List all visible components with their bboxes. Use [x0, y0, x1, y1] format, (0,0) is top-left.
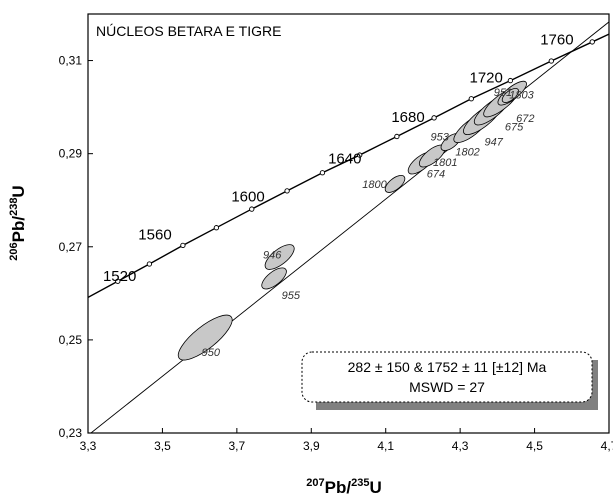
- x-axis-title: 207Pb/235U: [306, 477, 381, 497]
- error-ellipse: [177, 314, 233, 361]
- x-axis-title-base: Pb/: [325, 478, 352, 497]
- y-axis-title: 206Pb/238U: [8, 185, 28, 260]
- concordia-age-marker: [548, 58, 554, 64]
- concordia-age-label: 1560: [138, 226, 171, 243]
- ellipse-label: 955: [282, 290, 301, 302]
- y-tick-label: 0,23: [59, 426, 83, 440]
- concordia-age-marker: [146, 261, 153, 267]
- concordia-age-marker: [180, 242, 186, 249]
- x-tick-label: 4,3: [452, 439, 469, 453]
- ellipse-label: 947: [484, 136, 503, 148]
- plot-frame: [87, 13, 610, 434]
- concordia-age-label: 1600: [231, 189, 264, 206]
- y-axis-title-sup2: 238: [8, 198, 20, 216]
- x-axis-title-end: U: [369, 478, 381, 497]
- ellipse-label: 951: [494, 87, 512, 99]
- x-tick-label: 3,7: [229, 439, 246, 453]
- concordia-age-marker: [468, 96, 474, 102]
- y-tick-label: 0,25: [59, 333, 83, 347]
- ellipse-label: 953: [430, 132, 449, 144]
- concordia-curve: [88, 33, 609, 299]
- ellipse-label: 675: [505, 121, 524, 133]
- concordia-age-marker: [213, 225, 220, 231]
- concordia-age-marker: [394, 133, 400, 140]
- concordia-age-marker: [249, 206, 255, 212]
- y-axis-title-sup1: 206: [8, 242, 20, 260]
- ellipse-label: 1803: [509, 90, 534, 102]
- concordia-age-marker: [115, 278, 121, 284]
- x-tick-label: 3,5: [154, 439, 171, 453]
- error-ellipse: [501, 87, 519, 103]
- result-box-panel: [301, 351, 593, 403]
- y-tick-label: 0,31: [59, 54, 83, 68]
- concordia-age-marker: [589, 39, 595, 45]
- axis-ticks: 3,3 3,5 3,7 3,9 4,1 4,3 4,5 4,7 0,23 0,25 0,27 0,29…: [59, 54, 613, 453]
- y-axis-title-end: U: [9, 185, 28, 197]
- ellipse-label: 1802: [455, 147, 479, 159]
- concordia-age-label: 1720: [470, 69, 503, 86]
- error-ellipse: [384, 175, 406, 193]
- x-tick-label: 3,3: [80, 439, 97, 453]
- result-box: 282 ± 150 & 1752 ± 11 [±12] Ma MSWD = 27: [301, 351, 598, 410]
- y-axis-title-base: Pb/: [9, 216, 28, 243]
- concordia-age-marker: [357, 152, 363, 158]
- concordia-age-marker: [431, 115, 437, 121]
- concordia-age-label: 1760: [540, 31, 573, 48]
- ellipse-label: 672: [516, 113, 534, 125]
- x-tick-label: 4,5: [526, 439, 543, 453]
- ellipse-label: 674: [427, 168, 445, 180]
- concordia-age-label: 1520: [103, 268, 136, 285]
- ellipse-label: 950: [202, 347, 221, 359]
- y-tick-label: 0,29: [59, 147, 83, 161]
- ellipse-label: 1801: [433, 157, 457, 169]
- ellipse-label: 946: [263, 249, 282, 261]
- x-tick-label: 4,1: [377, 439, 394, 453]
- result-mswd-text: MSWD = 27: [409, 379, 485, 395]
- concordia-age-label: 1640: [328, 150, 361, 167]
- plot-content: [88, 21, 609, 433]
- error-ellipse: [264, 244, 295, 270]
- y-tick-label: 0,27: [59, 240, 83, 254]
- concordia-age-marker: [319, 170, 326, 176]
- ellipse-label: 1800: [362, 179, 387, 191]
- result-age-text: 282 ± 150 & 1752 ± 11 [±12] Ma: [348, 359, 547, 375]
- error-ellipse: [261, 267, 287, 290]
- x-axis-title-sup1: 207: [306, 477, 324, 489]
- concordia-age-marker: [284, 188, 290, 194]
- x-tick-label: 4,7: [601, 439, 613, 453]
- concordia-age-marker: [507, 77, 514, 84]
- x-tick-label: 3,9: [303, 439, 320, 453]
- x-axis-title-sup2: 235: [351, 477, 369, 489]
- concordia-age-label: 1680: [391, 109, 424, 126]
- chart-title: NÚCLEOS BETARA E TIGRE: [96, 23, 281, 39]
